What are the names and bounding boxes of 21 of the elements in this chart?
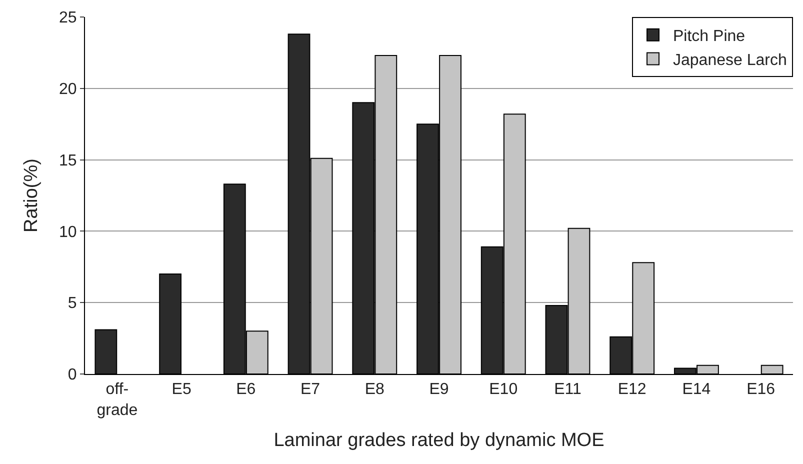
x-axis-title: Laminar grades rated by dynamic MOE: [274, 430, 604, 451]
x-tick-label: E11: [554, 381, 582, 398]
y-tick-label: 10: [59, 224, 77, 241]
x-tick-label: E6: [236, 381, 256, 398]
x-tick-label: E12: [618, 381, 646, 398]
x-tick-label: E14: [682, 381, 711, 398]
x-tick-label: E16: [746, 381, 776, 398]
y-tick-label: 15: [59, 152, 77, 170]
y-tick-label: 5: [68, 295, 77, 312]
x-tick-label: E9: [429, 381, 449, 398]
x-tick-label: E10: [489, 381, 518, 398]
y-tick-label: 25: [59, 10, 77, 27]
x-tick-label: E5: [172, 381, 192, 398]
x-tick-label: E8: [364, 381, 385, 398]
y-tick-label: 20: [59, 81, 77, 98]
x-tick-label: E7: [300, 381, 320, 398]
legend-label: Japanese Larch: [673, 52, 787, 69]
x-tick-label: off-grade: [96, 381, 138, 419]
y-axis-title: Ratio(%): [21, 158, 42, 232]
y-tick-label: 0: [68, 366, 77, 384]
legend-label: Pitch Pine: [673, 28, 746, 46]
